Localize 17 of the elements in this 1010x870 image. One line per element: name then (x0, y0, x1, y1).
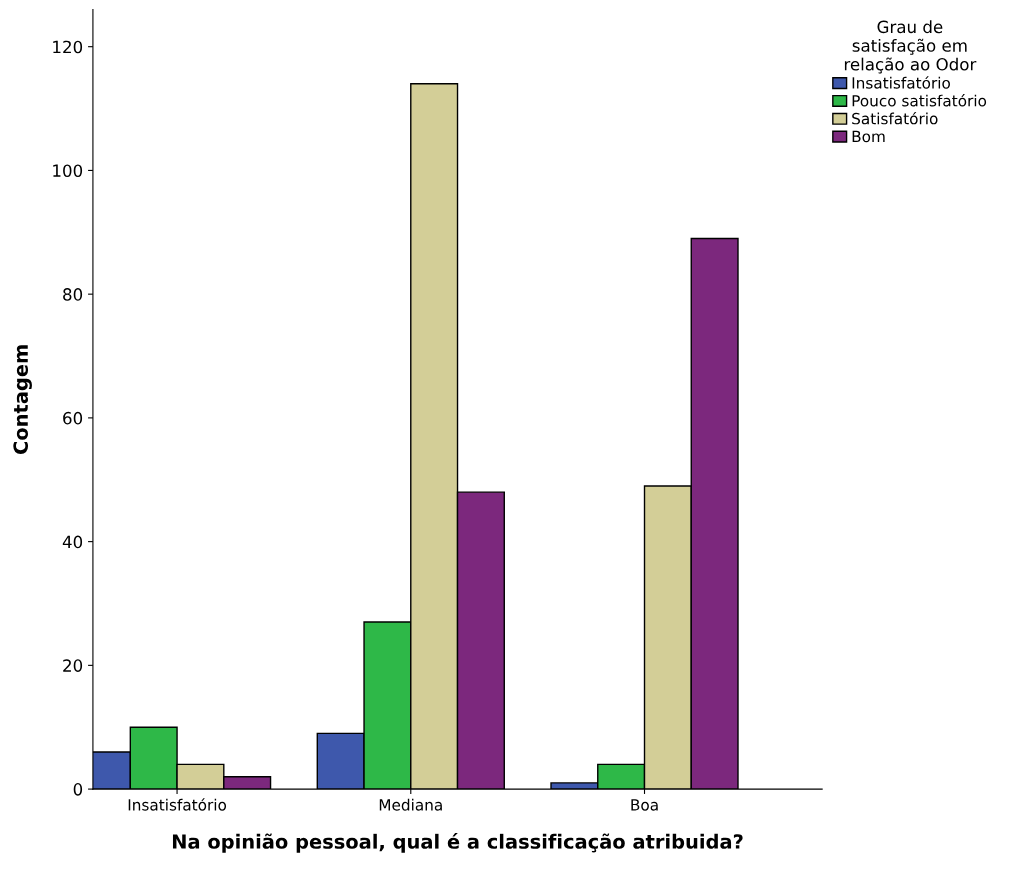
legend-title: Grau de satisfação em relação ao Odor (844, 20, 977, 74)
legend-label: Bom (852, 130, 885, 143)
x-tick-label: Insatisfatório (128, 798, 227, 811)
y-tick-label: 80 (63, 288, 83, 301)
y-tick-label: 0 (73, 783, 83, 796)
x-tick-label: Mediana (379, 798, 442, 811)
y-axis-title: Contagem (13, 345, 32, 454)
y-tick-label: 100 (53, 164, 83, 177)
y-tick-label: 60 (63, 411, 83, 425)
legend-label: Satisfatório (852, 111, 938, 125)
legend-label: Insatisfatório (852, 76, 950, 89)
y-tick-label: 20 (63, 659, 83, 672)
x-axis-title: Na opinião pessoal, qual é a classificação atribuida? (172, 833, 743, 853)
legend-label: Pouco satisfatório (852, 94, 987, 107)
y-tick-label: 40 (62, 535, 83, 549)
x-tick-label: Boa (631, 799, 658, 811)
y-tick-label: 120 (53, 40, 83, 54)
